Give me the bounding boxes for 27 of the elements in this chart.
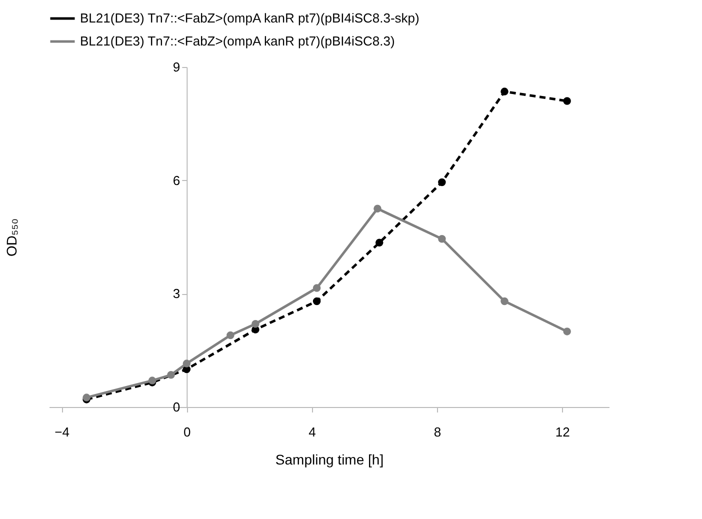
point — [167, 371, 175, 379]
point — [226, 331, 234, 340]
y-tick-label: 0 — [172, 400, 180, 414]
x-tick-label: 4 — [308, 424, 316, 440]
x-tick-label: 12 — [555, 424, 570, 440]
x-tick-label: 0 — [184, 424, 191, 440]
point — [312, 284, 321, 292]
point — [312, 297, 321, 306]
legend-label: BL21(DE3) Tn7::<FabZ>(ompA kanR pt7)(pBI4iSC8.3) — [80, 34, 395, 48]
point — [438, 235, 446, 243]
point — [563, 97, 571, 105]
y-tick-label: 3 — [172, 286, 180, 302]
x-axis-title: Sampling time [h] — [275, 452, 384, 468]
point — [438, 178, 446, 186]
point — [182, 360, 191, 368]
legend-label: BL21(DE3) Tn7::<FabZ>(ompA kanR pt7)(pBI4iSC8.3-skp) — [80, 10, 420, 26]
x-tick-label: 8 — [434, 424, 442, 440]
point — [374, 204, 382, 213]
point — [375, 238, 384, 247]
point — [500, 88, 508, 96]
point — [500, 297, 508, 306]
y-tick-label: 6 — [172, 172, 180, 188]
point — [252, 320, 260, 328]
y-axis-title: OD₅₅₀ — [4, 218, 20, 257]
x-tick-label: −4 — [54, 424, 70, 440]
y-tick-label: 9 — [172, 60, 180, 74]
point — [563, 328, 571, 336]
